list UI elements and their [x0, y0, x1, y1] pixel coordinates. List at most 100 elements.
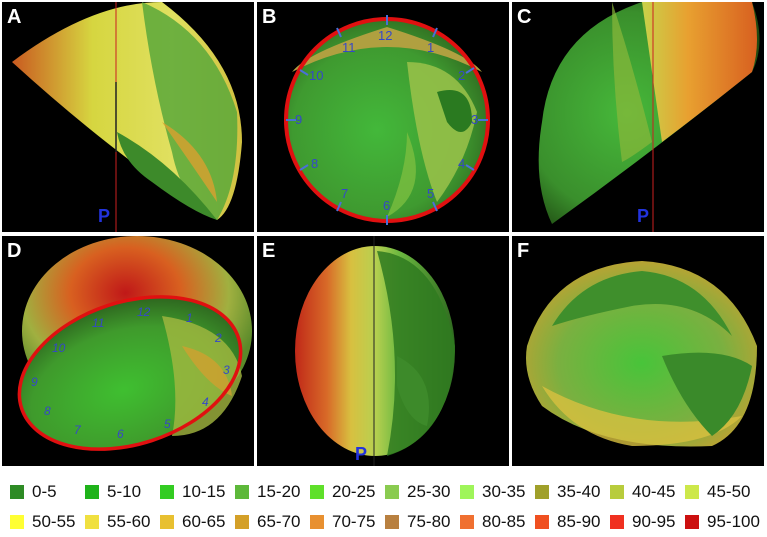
legend-label: 10-15: [182, 482, 226, 501]
clock-label-1: 1: [186, 311, 193, 325]
legend-item-65-70: 65-70: [235, 512, 300, 532]
legend-item-90-95: 90-95: [610, 512, 675, 532]
legend-swatch: [310, 485, 324, 499]
panel-e: E P: [257, 236, 509, 466]
clock-label-12: 12: [378, 28, 393, 43]
legend-swatch: [235, 485, 249, 499]
legend-item-50-55: 50-55: [10, 512, 75, 532]
panel-f: F: [512, 236, 764, 466]
legend-swatch: [460, 515, 474, 529]
clock-label-2: 2: [458, 68, 466, 83]
legend-item-25-30: 25-30: [385, 482, 450, 502]
legend-item-55-60: 55-60: [85, 512, 150, 532]
legend-swatch: [85, 515, 99, 529]
panel-c: C P: [512, 2, 764, 232]
legend-item-15-20: 15-20: [235, 482, 300, 502]
legend-swatch: [85, 485, 99, 499]
clock-label-9: 9: [295, 112, 303, 127]
clock-label-4: 4: [202, 395, 209, 409]
clock-ticks: [286, 15, 488, 225]
panel-label: D: [7, 240, 22, 262]
legend-label: 40-45: [632, 482, 676, 501]
legend-swatch: [535, 485, 549, 499]
legend-item-45-50: 45-50: [685, 482, 750, 502]
legend-swatch: [385, 485, 399, 499]
legend-swatch: [10, 485, 24, 499]
legend-label: 85-90: [557, 512, 601, 531]
p-marker: P: [98, 206, 111, 226]
legend-label: 25-30: [407, 482, 451, 501]
clock-label-11: 11: [342, 40, 356, 55]
clock-label-7: 7: [74, 423, 81, 437]
panel-label: F: [517, 240, 530, 262]
clock-label-7: 7: [341, 186, 349, 201]
legend-label: 0-5: [32, 482, 57, 501]
legend-item-70-75: 70-75: [310, 512, 375, 532]
legend-label: 90-95: [632, 512, 676, 531]
panel-d: D 12 1 2 3 4 5 6 7 8 9 10 11: [2, 236, 254, 466]
legend-item-60-65: 60-65: [160, 512, 225, 532]
clock-label-5: 5: [427, 186, 435, 201]
legend-swatch: [310, 515, 324, 529]
clock-label-5: 5: [164, 417, 171, 431]
legend-item-0-5: 0-5: [10, 482, 57, 502]
legend-swatch: [460, 485, 474, 499]
legend-item-20-25: 20-25: [310, 482, 375, 502]
clock-label-3: 3: [471, 112, 479, 127]
legend-swatch: [10, 515, 24, 529]
clock-label-6: 6: [383, 198, 391, 213]
clock-label-12: 12: [137, 305, 151, 319]
legend-item-35-40: 35-40: [535, 482, 600, 502]
legend-label: 95-100: [707, 512, 760, 531]
panel-label: B: [262, 6, 277, 28]
legend-item-85-90: 85-90: [535, 512, 600, 532]
clock-label-9: 9: [31, 375, 38, 389]
legend-item-30-35: 30-35: [460, 482, 525, 502]
p-marker: P: [637, 206, 650, 226]
hemisphere-e-image: [295, 236, 455, 466]
panel-label: C: [517, 6, 532, 28]
legend-label: 5-10: [107, 482, 142, 501]
clock-label-3: 3: [223, 363, 230, 377]
legend-label: 55-60: [107, 512, 151, 531]
clock-label-4: 4: [458, 156, 466, 171]
legend-swatch: [160, 515, 174, 529]
legend-swatch: [385, 515, 399, 529]
legend-item-95-100: 95-100: [685, 512, 760, 532]
legend-label: 65-70: [257, 512, 301, 531]
clock-label-8: 8: [311, 156, 319, 171]
color-legend: 0-5 5-10 10-15 15-20 20-25 25-30 30-35 3…: [0, 470, 767, 537]
legend-swatch: [535, 515, 549, 529]
clock-label-2: 2: [215, 331, 222, 345]
legend-label: 75-80: [407, 512, 451, 531]
hemisphere-c-image: [538, 2, 760, 232]
hemisphere-b-image: [284, 15, 490, 225]
legend-item-40-45: 40-45: [610, 482, 675, 502]
p-marker: P: [355, 444, 368, 464]
legend-label: 30-35: [482, 482, 526, 501]
legend-label: 35-40: [557, 482, 601, 501]
legend-label: 80-85: [482, 512, 526, 531]
legend-label: 50-55: [32, 512, 76, 531]
legend-swatch: [685, 515, 699, 529]
panel-label: A: [7, 6, 22, 28]
panel-label: E: [262, 240, 276, 262]
legend-label: 45-50: [707, 482, 751, 501]
legend-swatch: [160, 485, 174, 499]
legend-item-5-10: 5-10: [85, 482, 141, 502]
clock-label-6: 6: [117, 427, 124, 441]
legend-item-80-85: 80-85: [460, 512, 525, 532]
clock-label-1: 1: [427, 40, 435, 55]
legend-swatch: [610, 485, 624, 499]
clock-label-10: 10: [309, 68, 324, 83]
panel-b: B 12 1 2 3 4 5 6 7 8 9 10 11: [257, 2, 509, 232]
panel-a: A P: [2, 2, 254, 232]
hemisphere-a-image: [12, 2, 242, 232]
legend-label: 70-75: [332, 512, 376, 531]
hemisphere-d-image: [17, 236, 252, 451]
clock-label-8: 8: [44, 404, 51, 418]
hemisphere-f-image: [526, 261, 757, 447]
legend-label: 60-65: [182, 512, 226, 531]
legend-item-10-15: 10-15: [160, 482, 225, 502]
clock-label-10: 10: [52, 341, 66, 355]
